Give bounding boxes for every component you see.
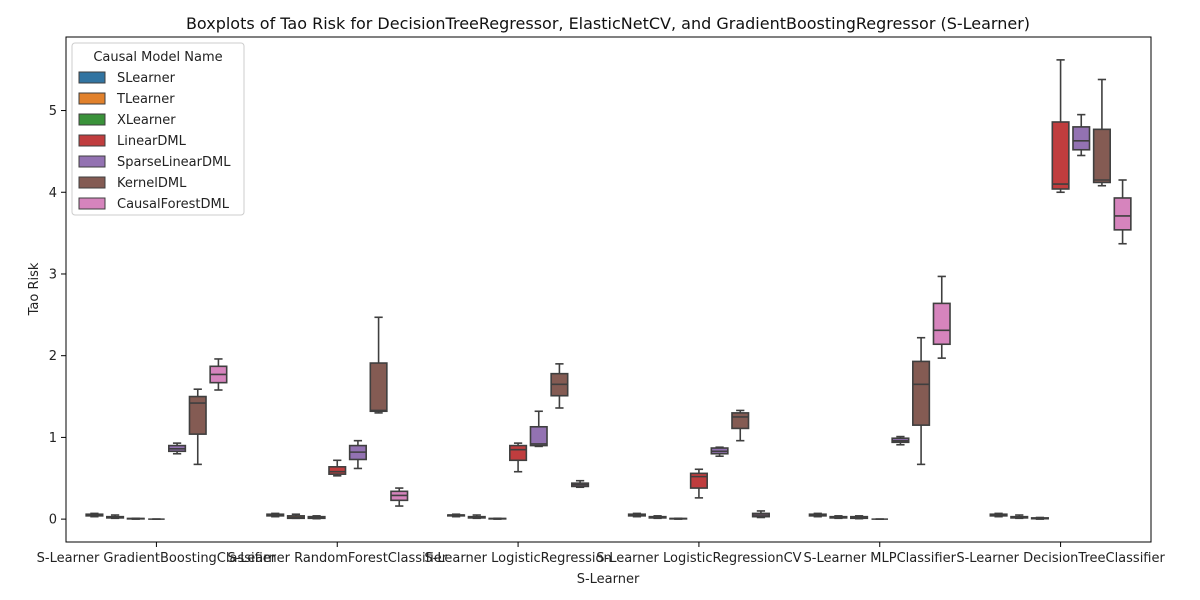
box-KernelDML-5 — [1092, 78, 1111, 187]
box-CausalForestDML-3 — [751, 510, 770, 519]
box-KernelDML-0 — [188, 388, 207, 466]
legend-frame — [71, 42, 245, 216]
y-axis: 0 1 2 3 4 5 — [49, 104, 66, 528]
x-tick-label: S-Learner MLPClassifier — [804, 551, 957, 566]
legend-label-SLearner: SLearner — [117, 71, 176, 86]
box-body — [529, 425, 548, 447]
box-KernelDML-4 — [912, 336, 931, 466]
legend-swatch-KernelDML — [78, 176, 106, 189]
y-tick-label: 3 — [49, 267, 57, 282]
legend-label-KernelDML: KernelDML — [117, 176, 187, 191]
box-body — [328, 466, 347, 475]
box-SLearner-0 — [85, 512, 104, 518]
axes-frame — [65, 36, 1152, 543]
box-XLearner-0 — [126, 517, 145, 520]
box-CausalForestDML-1 — [390, 487, 409, 507]
box-SparseLinearDML-1 — [348, 439, 367, 470]
box-SparseLinearDML-4 — [891, 435, 910, 446]
box-body — [731, 412, 750, 430]
box-KernelDML-2 — [550, 363, 569, 409]
legend-swatch-SLearner — [78, 71, 106, 84]
chart-title: Boxplots of Tao Risk for DecisionTreeReg… — [186, 14, 1030, 33]
y-tick-label: 4 — [49, 186, 57, 201]
box-XLearner-1 — [307, 515, 326, 520]
box-body — [1092, 128, 1111, 184]
x-tick-label: S-Learner LogisticRegressionCV — [596, 551, 801, 566]
box-CausalForestDML-4 — [932, 275, 951, 359]
box-SparseLinearDML-5 — [1072, 113, 1091, 157]
legend-title: Causal Model Name — [93, 50, 222, 65]
box-LinearDML-1 — [328, 459, 347, 477]
legend-label-XLearner: XLearner — [117, 113, 176, 128]
legend: Causal Model Name SLearner TLearner XLearn… — [71, 42, 245, 216]
legend-swatch-XLearner — [78, 113, 106, 126]
box-CausalForestDML-2 — [571, 479, 590, 489]
y-tick-label: 2 — [49, 349, 57, 364]
box-body — [689, 472, 708, 489]
box-body — [509, 444, 528, 462]
y-axis-title: Tao Risk — [27, 262, 42, 316]
box-XLearner-3 — [669, 517, 688, 520]
box-KernelDML-1 — [369, 316, 388, 414]
box-LinearDML-5 — [1051, 59, 1070, 194]
box-XLearner-5 — [1030, 516, 1049, 520]
box-TLearner-3 — [648, 515, 667, 520]
box-KernelDML-3 — [731, 409, 750, 442]
box-XLearner-4 — [850, 515, 869, 520]
box-LinearDML-3 — [689, 468, 708, 499]
box-body — [188, 395, 207, 435]
legend-label-LinearDML: LinearDML — [117, 134, 187, 149]
box-TLearner-1 — [286, 513, 305, 520]
y-tick-label: 0 — [49, 513, 57, 528]
legend-swatch-SparseLinearDML — [78, 155, 106, 168]
box-TLearner-5 — [1010, 514, 1029, 520]
box-SLearner-1 — [266, 512, 285, 518]
legend-label-TLearner: TLearner — [116, 92, 175, 107]
box-SLearner-2 — [447, 513, 466, 518]
legend-swatch-CausalForestDML — [78, 197, 106, 210]
box-XLearner-2 — [488, 517, 507, 520]
x-tick-label: S-Learner RandomForestClassifier — [227, 551, 447, 566]
box-CausalForestDML-5 — [1113, 179, 1132, 245]
x-axis: S-Learner GradientBoostingClassifierS-Le… — [37, 542, 1165, 566]
x-tick-label: S-Learner LogisticRegression — [424, 551, 611, 566]
box-SparseLinearDML-0 — [168, 442, 187, 455]
box-TLearner-0 — [106, 514, 125, 520]
box-TLearner-4 — [829, 515, 848, 520]
plot-area — [85, 59, 1132, 520]
legend-label-SparseLinearDML: SparseLinearDML — [117, 155, 231, 170]
legend-swatch-TLearner — [78, 92, 106, 105]
y-tick-label: 5 — [49, 104, 57, 119]
box-TLearner-2 — [467, 514, 486, 520]
box-body — [932, 302, 951, 346]
legend-swatch-LinearDML — [78, 134, 106, 147]
box-body — [1113, 197, 1132, 231]
box-body — [369, 362, 388, 413]
box-LinearDML-2 — [509, 442, 528, 473]
box-SparseLinearDML-3 — [710, 446, 729, 457]
x-tick-label: S-Learner DecisionTreeClassifier — [956, 551, 1165, 566]
legend-label-CausalForestDML: CausalForestDML — [117, 197, 230, 212]
box-SLearner-4 — [808, 512, 827, 518]
y-tick-label: 1 — [49, 431, 57, 446]
box-body — [1051, 121, 1070, 190]
box-CausalForestDML-0 — [209, 358, 228, 391]
x-axis-title: S-Learner — [577, 572, 640, 587]
box-SLearner-3 — [627, 512, 646, 518]
box-SparseLinearDML-2 — [529, 410, 548, 448]
box-body — [1072, 126, 1091, 151]
box-body — [912, 360, 931, 426]
x-tick-label: S-Learner GradientBoostingClassifier — [37, 551, 277, 566]
box-SLearner-5 — [989, 512, 1008, 518]
